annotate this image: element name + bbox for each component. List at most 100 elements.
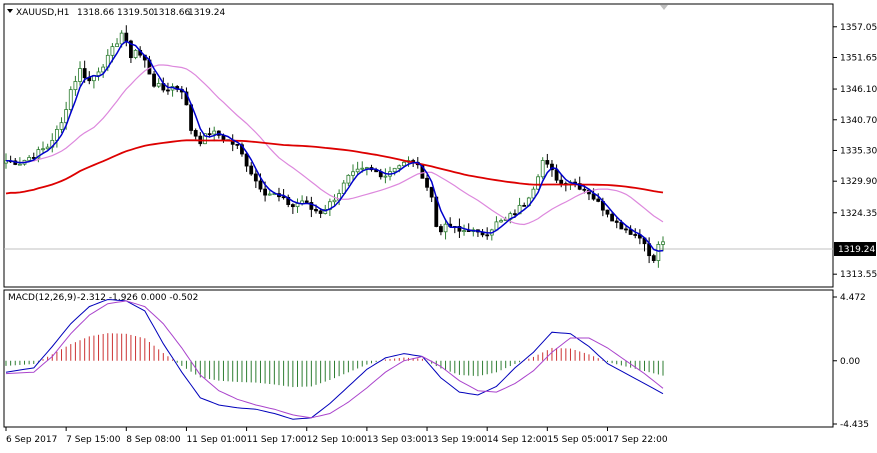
candle-body	[115, 43, 119, 48]
candlestick-series	[4, 25, 665, 268]
candle-body	[485, 234, 490, 237]
macd-axis: 4.472 0.00 -4.435	[833, 293, 869, 430]
main-header-close: 1319.24	[188, 8, 225, 18]
candle-body	[656, 244, 661, 261]
candle-body	[27, 157, 32, 161]
candle-body	[96, 71, 101, 76]
candle-body	[624, 228, 628, 231]
candle-body	[64, 109, 69, 124]
candle-body	[193, 130, 198, 137]
candle-body	[207, 133, 212, 136]
main-header-open: 1318.66	[77, 8, 114, 18]
candle-body	[522, 204, 527, 207]
candle-body	[531, 188, 536, 199]
time-axis: 6 Sep 2017 7 Sep 15:00 8 Sep 08:00 11 Sep 0…	[5, 427, 668, 445]
macd-signal-line	[5, 300, 664, 419]
candle-body	[68, 89, 73, 110]
candle-body	[596, 198, 601, 202]
chart-menu-triangle-icon[interactable]	[7, 9, 13, 13]
medium-ma-line	[6, 64, 664, 226]
candle-body	[332, 199, 337, 203]
time-tick-label: 15 Sep 05:00	[547, 435, 607, 445]
candle-body	[605, 209, 610, 215]
candle-body	[360, 167, 365, 170]
candle-body	[203, 133, 207, 145]
price-axis: 1357.05 1351.65 1346.10 1340.70 1335.30 1329.…	[833, 23, 877, 280]
candle-body	[235, 143, 240, 146]
candle-body	[263, 188, 267, 196]
price-tick-label: 1313.55	[840, 270, 877, 280]
candle-body	[41, 148, 45, 151]
candle-body	[545, 160, 550, 165]
candle-body	[462, 230, 466, 233]
candle-body	[17, 163, 22, 166]
price-tick-label: 1335.30	[840, 146, 877, 156]
candle-body	[439, 226, 443, 233]
candle-body	[614, 220, 619, 223]
candle-body	[550, 163, 554, 171]
candle-body	[152, 73, 156, 87]
candle-body	[577, 183, 582, 190]
time-tick-label: 13 Sep 03:00	[367, 435, 427, 445]
time-tick-label: 17 Sep 22:00	[607, 435, 667, 445]
candle-body	[513, 213, 517, 216]
candle-body	[119, 32, 124, 45]
macd-tick-label: 4.472	[840, 293, 866, 303]
macd-tick-label: 0.00	[840, 357, 860, 367]
candle-body	[355, 168, 360, 173]
slow-ma-line	[5, 139, 664, 195]
candle-body	[129, 40, 133, 59]
candle-body	[402, 161, 406, 167]
candle-body	[499, 220, 503, 223]
candle-body	[101, 66, 106, 73]
candle-body	[166, 89, 170, 92]
candle-body	[290, 204, 295, 208]
candle-body	[304, 200, 309, 203]
price-tick-label: 1346.10	[840, 85, 877, 95]
candle-body	[156, 83, 161, 87]
time-tick-label: 14 Sep 12:00	[487, 435, 547, 445]
candle-body	[559, 179, 564, 184]
candle-body	[281, 196, 286, 199]
price-tick-label: 1324.35	[840, 209, 877, 219]
candle-body	[351, 171, 355, 176]
main-chart-frame	[3, 3, 834, 288]
time-tick-label: 11 Sep 17:00	[247, 435, 307, 445]
candle-body	[536, 176, 540, 190]
current-price-label: 1319.24	[838, 245, 875, 255]
candle-body	[610, 213, 615, 222]
candle-body	[59, 122, 64, 130]
candle-body	[309, 202, 314, 210]
price-tick-label: 1357.05	[840, 23, 877, 33]
candle-body	[397, 165, 402, 169]
moving-averages	[5, 40, 664, 252]
chart-shift-icon[interactable]	[660, 5, 668, 10]
candle-body	[36, 149, 41, 159]
candle-body	[73, 81, 78, 91]
candle-body	[443, 223, 448, 233]
candle-body	[429, 186, 434, 198]
candle-body	[240, 144, 244, 155]
price-tick-label: 1340.70	[840, 116, 877, 126]
time-tick-label: 11 Sep 01:00	[186, 435, 246, 445]
candle-body	[244, 153, 249, 167]
candle-body	[425, 177, 429, 188]
price-tick-label: 1351.65	[840, 53, 877, 63]
candle-body	[346, 174, 351, 184]
macd-lines	[5, 298, 664, 420]
candle-body	[110, 46, 115, 56]
candle-body	[540, 160, 545, 178]
candle-body	[651, 255, 656, 261]
macd-header-values: -2.312 -1.926 0.000 -0.502	[77, 293, 198, 303]
candle-body	[554, 169, 559, 181]
macd-header-label: MACD(12,26,9)	[8, 293, 76, 303]
candle-body	[258, 180, 263, 190]
candle-body	[633, 234, 638, 236]
candle-body	[383, 175, 388, 178]
price-tick-label: 1329.90	[840, 177, 877, 187]
candle-body	[253, 173, 258, 182]
candle-body	[392, 167, 397, 173]
candle-body	[267, 193, 272, 196]
time-tick-label: 12 Sep 10:00	[307, 435, 367, 445]
